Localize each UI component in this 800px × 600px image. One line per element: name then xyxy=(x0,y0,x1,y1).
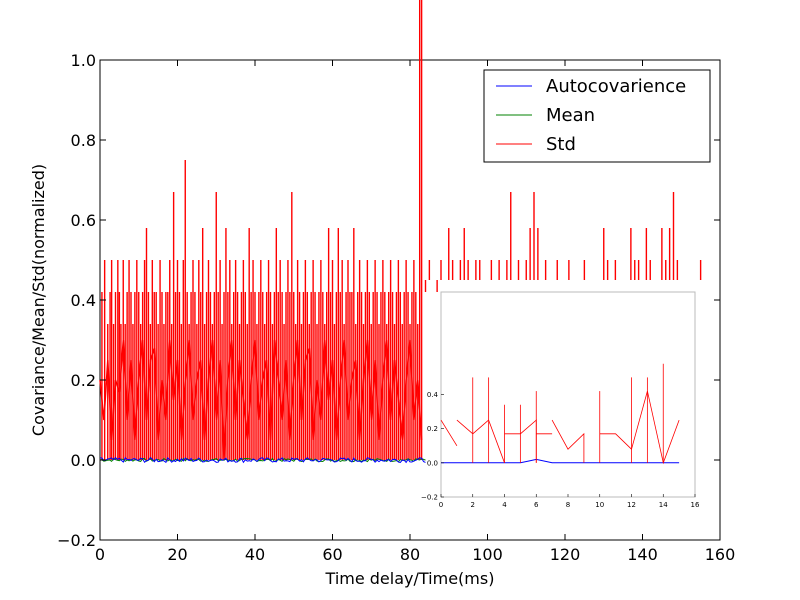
legend-frame xyxy=(483,69,711,163)
main-xtick-label: 0 xyxy=(95,545,105,564)
inset-std-segment xyxy=(599,390,680,465)
main-xtick-label: 40 xyxy=(245,545,265,564)
main-xtick-label: 140 xyxy=(627,545,658,564)
inset-series-group xyxy=(440,363,680,465)
main-ytick-label: 1.0 xyxy=(71,51,96,70)
legend-label-std: Std xyxy=(546,134,576,155)
inset-ytick-label: 0.0 xyxy=(427,459,438,467)
inset-xtick-label: 16 xyxy=(691,501,700,509)
inset-ytick-label: −0.2 xyxy=(421,494,438,502)
inset-xtick-label: 8 xyxy=(566,501,570,509)
main-ytick-label: 0.0 xyxy=(71,451,96,470)
inset-xtick-label: 0 xyxy=(439,501,443,509)
main-ticks-group: 0 20 40 60 80 100 120 140 160−0.20.00.20.40.60.8… xyxy=(57,51,735,564)
main-ytick-label: 0.4 xyxy=(71,291,96,310)
main-xtick-label: 80 xyxy=(400,545,420,564)
inset-xtick-label: 14 xyxy=(659,501,668,509)
inset-ticks-group: 0 2 4 6 8 10 12 14 16 −0.2 0.0 0.2 0.4 xyxy=(421,391,700,509)
inset-xtick-label: 10 xyxy=(595,501,604,509)
inset-xtick-label: 12 xyxy=(627,501,636,509)
main-ytick-label: 0.8 xyxy=(71,131,96,150)
inset-axes-background xyxy=(440,291,696,498)
inset-autocovarience-line xyxy=(441,458,680,464)
legend: Autocovarience Mean Std xyxy=(483,69,711,163)
main-xtick-label: 120 xyxy=(550,545,581,564)
autocovarience-line xyxy=(99,456,426,464)
inset-plot-area: 0 2 4 6 8 10 12 14 16 −0.2 0.0 0.2 0.4 xyxy=(421,291,700,509)
y-axis-label: Covariance/Mean/Std(normalized) xyxy=(29,164,48,436)
inset-ytick-label: 0.4 xyxy=(427,391,439,399)
main-xtick-label: 60 xyxy=(322,545,342,564)
main-ytick-label: 0.6 xyxy=(71,211,96,230)
x-axis-label: Time delay/Time(ms) xyxy=(325,569,495,588)
main-xtick-label: 100 xyxy=(472,545,503,564)
inset-std-segment xyxy=(440,419,458,447)
main-ytick-label: 0.2 xyxy=(71,371,96,390)
main-series-group xyxy=(99,0,702,464)
mean-line xyxy=(99,457,426,463)
inset-xtick-label: 6 xyxy=(534,501,539,509)
inset-xtick-label: 2 xyxy=(471,501,475,509)
inset-std-segment xyxy=(456,419,505,463)
legend-label-mean: Mean xyxy=(546,105,595,126)
legend-label-autocovarience: Autocovarience xyxy=(546,76,686,97)
inset-xtick-label: 4 xyxy=(502,501,507,509)
main-xtick-label: 160 xyxy=(705,545,736,564)
main-ytick-label: −0.2 xyxy=(57,531,96,550)
inset-ytick-label: 0.2 xyxy=(427,425,438,433)
main-xtick-label: 20 xyxy=(167,545,187,564)
inset-std-segment xyxy=(551,419,585,463)
